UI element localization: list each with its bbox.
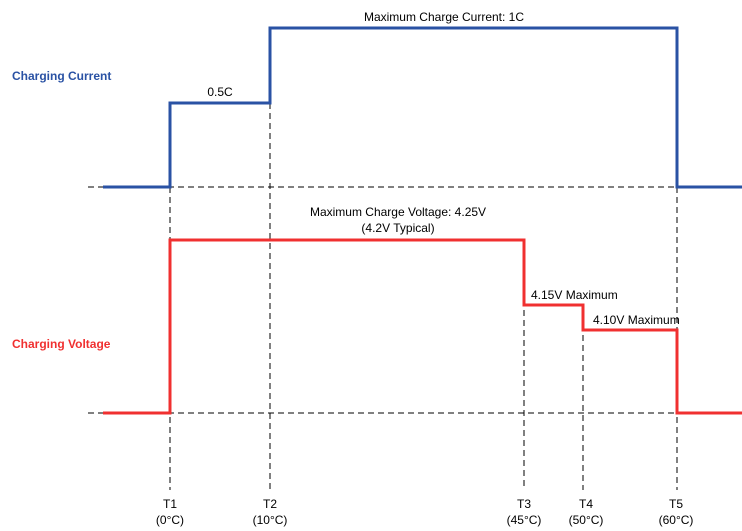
max-voltage-annotation: Maximum Charge Voltage: 4.25V xyxy=(310,205,486,219)
typical-voltage-annotation: (4.2V Typical) xyxy=(361,221,434,235)
charging-current-line xyxy=(103,26,742,189)
t1-label: T1 xyxy=(163,497,177,511)
charging-voltage-line xyxy=(103,238,742,415)
t2-temp-label: (10°C) xyxy=(253,513,288,527)
t5-temp-label: (60°C) xyxy=(659,513,694,527)
t5-label: T5 xyxy=(669,497,683,511)
t3-temp-label: (45°C) xyxy=(507,513,542,527)
t1-temp-label: (0°C) xyxy=(156,513,184,527)
t4-label: T4 xyxy=(579,497,593,511)
t3-label: T3 xyxy=(517,497,531,511)
t2-label: T2 xyxy=(263,497,277,511)
t4-temp-label: (50°C) xyxy=(569,513,604,527)
v415-annotation: 4.15V Maximum xyxy=(531,288,618,302)
v410-annotation: 4.10V Maximum xyxy=(593,313,680,327)
half-c-annotation: 0.5C xyxy=(207,85,233,99)
charging-current-label: Charging Current xyxy=(12,69,112,83)
charging-voltage-label: Charging Voltage xyxy=(12,337,111,351)
max-current-annotation: Maximum Charge Current: 1C xyxy=(364,10,524,24)
